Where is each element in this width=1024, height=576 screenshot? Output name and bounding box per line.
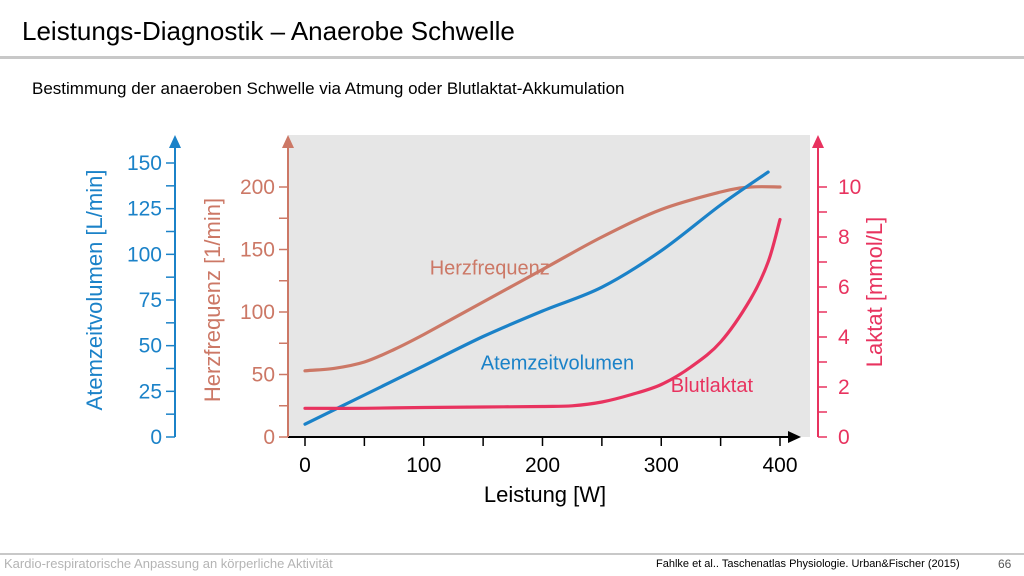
y-tick-label-hr: 200 bbox=[240, 176, 275, 199]
y-tick-label-hr: 0 bbox=[263, 426, 275, 449]
y-axis-arrow-icon bbox=[812, 135, 824, 148]
y-tick-label-vent: 100 bbox=[127, 243, 162, 266]
footer-reference: Fahlke et al.. Taschenatlas Physiologie.… bbox=[656, 558, 960, 570]
y-tick-label-hr: 150 bbox=[240, 239, 275, 262]
y-tick-label-lac: 4 bbox=[838, 326, 850, 349]
footer-divider bbox=[0, 553, 1024, 555]
y-tick-label-hr: 100 bbox=[240, 301, 275, 324]
series-label-herzfrequenz: Herzfrequenz bbox=[430, 258, 550, 280]
footer-course-title: Kardio-respiratorische Anpassung an körp… bbox=[4, 556, 333, 571]
y-tick-label-vent: 75 bbox=[139, 289, 162, 312]
y-tick-label-lac: 0 bbox=[838, 426, 850, 449]
series-label-atemzeitvolumen: Atemzeitvolumen bbox=[481, 352, 634, 374]
x-tick-label: 0 bbox=[299, 454, 311, 477]
y-axis-title-lac: Laktat [mmol/L] bbox=[862, 217, 887, 367]
series-line-herzfrequenz bbox=[303, 185, 782, 373]
y-tick-label-vent: 0 bbox=[150, 426, 162, 449]
y-axis-arrow-icon bbox=[169, 135, 181, 148]
series-label-blutlaktat: Blutlaktat bbox=[671, 375, 754, 397]
plot-background bbox=[288, 135, 810, 437]
y-tick-label-hr: 50 bbox=[252, 364, 275, 387]
x-tick-label: 300 bbox=[644, 454, 679, 477]
x-tick-label: 100 bbox=[406, 454, 441, 477]
y-axis-arrow-icon bbox=[282, 135, 294, 148]
y-tick-label-lac: 2 bbox=[838, 376, 850, 399]
y-axis-title-vent: Atemzeitvolumen [L/min] bbox=[82, 170, 107, 411]
series-line-blutlaktat bbox=[303, 217, 782, 410]
y-tick-label-lac: 10 bbox=[838, 176, 861, 199]
x-axis-arrow-icon bbox=[788, 431, 801, 443]
y-tick-label-vent: 25 bbox=[139, 380, 162, 403]
y-tick-label-lac: 8 bbox=[838, 226, 850, 249]
series-line-atemzeitvolumen bbox=[303, 170, 770, 426]
y-tick-label-vent: 125 bbox=[127, 198, 162, 221]
y-axis-title-hr: Herzfrequenz [1/min] bbox=[200, 198, 225, 402]
y-tick-label-vent: 50 bbox=[139, 335, 162, 358]
page-title: Leistungs-Diagnostik – Anaerobe Schwelle bbox=[22, 16, 515, 46]
x-axis-title: Leistung [W] bbox=[484, 482, 606, 507]
y-tick-label-lac: 6 bbox=[838, 276, 850, 299]
slide-subtitle: Bestimmung der anaeroben Schwelle via At… bbox=[32, 79, 625, 98]
x-tick-label: 200 bbox=[525, 454, 560, 477]
page-number: 66 bbox=[998, 557, 1012, 571]
x-tick-label: 400 bbox=[762, 454, 797, 477]
title-divider bbox=[0, 56, 1024, 59]
y-tick-label-vent: 150 bbox=[127, 152, 162, 175]
